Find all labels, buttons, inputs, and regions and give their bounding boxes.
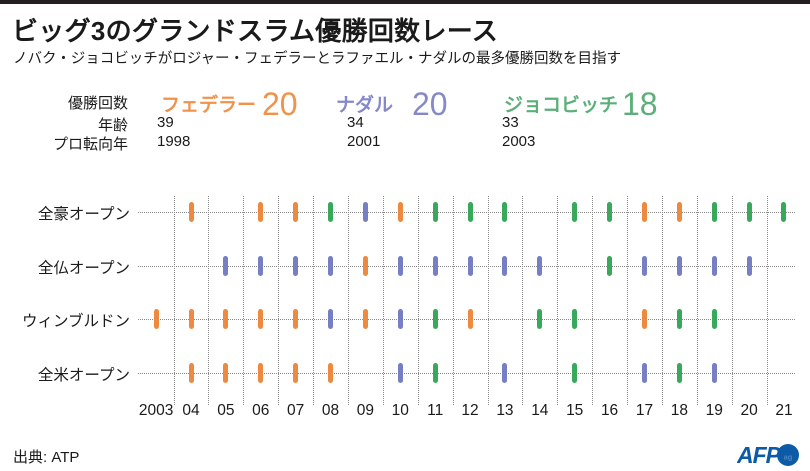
svg-text:ag: ag: [784, 453, 793, 462]
svg-text:AFP: AFP: [737, 442, 782, 468]
